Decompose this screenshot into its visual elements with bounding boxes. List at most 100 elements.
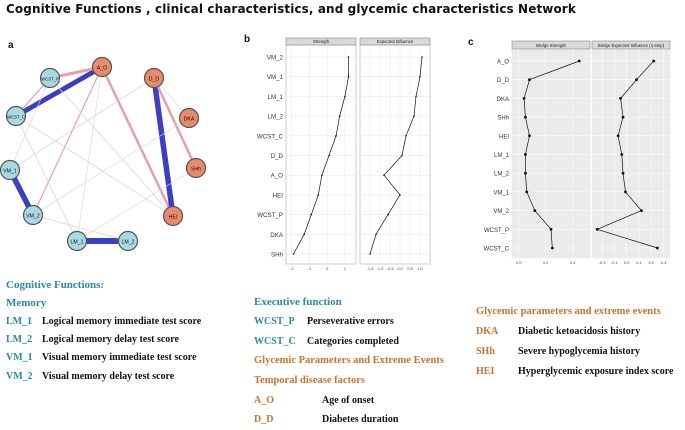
panel-a-label: a (8, 40, 14, 51)
network-node-hei: HEI (162, 205, 184, 227)
legend-desc: Visual memory immediate test score (42, 352, 197, 363)
legend-desc: Logical memory delay test score (42, 334, 179, 345)
network-graph: A_O D_D DKA SHh HEI LM_2 LM_1 VM_2 VM_1 WCST_C WCS… (0, 56, 207, 252)
node-circle (22, 204, 44, 226)
category-label: WCST_P (257, 212, 283, 219)
network-node-a_o: A_O (91, 56, 113, 78)
node-label: LM_1 (71, 239, 84, 245)
legend-desc: Diabetic ketoacidosis history (518, 326, 641, 337)
figure-title: Cognitive Functions , clinical character… (6, 2, 576, 16)
x-tick-label: 0.0 (624, 260, 630, 265)
node-label: SHh (191, 166, 201, 172)
x-tick-label: -1 (308, 266, 312, 271)
data-point (375, 233, 377, 236)
panel-b-label: b (244, 34, 251, 45)
data-point (621, 115, 625, 119)
facet-title: Strength (313, 39, 330, 44)
data-point (577, 59, 581, 63)
node-circle (39, 67, 61, 89)
data-point (387, 213, 389, 216)
node-label: DKA (184, 116, 195, 122)
network-node-wcstp: WCST_P (39, 67, 61, 89)
x-tick-label: 0.2 (648, 260, 654, 265)
data-point (620, 153, 624, 156)
legend-item-ao: A_O Age of onset (254, 395, 374, 406)
legend-memory-heading: Memory (6, 297, 47, 309)
category-label: LM_1 (268, 94, 284, 101)
category-label: WCST_C (257, 133, 284, 140)
facet-strip (359, 37, 431, 46)
category-label: D_D (497, 78, 510, 84)
network-node-lm2: LM_2 (117, 230, 139, 252)
category-label: VM_2 (267, 55, 284, 62)
legend-item-vm2: VM_2 Visual memory delay test score (6, 371, 174, 382)
data-point (338, 115, 341, 117)
legend-abbr: VM_1 (6, 352, 33, 363)
x-tick-label: 0.4 (570, 260, 576, 265)
data-point (616, 134, 620, 138)
data-point (524, 153, 527, 156)
data-point (528, 134, 531, 138)
facet-panel (359, 44, 431, 265)
network-edge (151, 75, 176, 219)
data-point (619, 97, 622, 100)
legend-executive-heading: Executive function (254, 296, 342, 308)
x-tick-label: -1.5 (367, 266, 375, 271)
legend-item-dd: D_D Diabetes duration (254, 414, 398, 425)
data-point (524, 115, 527, 119)
legend-desc: Categories completed (307, 336, 399, 347)
data-point (344, 95, 346, 98)
x-tick-label: 0.0 (397, 266, 403, 271)
network-edge (152, 76, 198, 170)
data-point (413, 115, 415, 117)
x-tick-label: 0.5 (407, 266, 413, 271)
legend-desc: Visual memory delay test score (42, 371, 175, 382)
legend-item-hei: HEI Hyperglycemic exposure index score (476, 366, 673, 377)
x-tick-label: -0.2 (599, 260, 607, 265)
legend-desc: Severe hypoglycemia history (518, 346, 641, 357)
data-point (399, 194, 401, 196)
legend-abbr: WCST_C (254, 336, 296, 347)
network-node-vm2: VM_2 (22, 204, 44, 226)
network-edge (15, 115, 174, 217)
data-point (321, 174, 323, 176)
x-tick-label: 1.0 (417, 266, 423, 271)
legend-glycemic-heading: Glycemic Parameters and Extreme Events (254, 355, 444, 366)
facet-title: Bridge Strength (536, 43, 566, 48)
x-tick-label: -0.5 (387, 266, 395, 271)
legend-abbr: SHh (476, 346, 495, 357)
legend-temporal-heading: Temporal disease factors (254, 375, 366, 386)
facet-panel (511, 48, 591, 259)
legend-desc: Hyperglycemic exposure index score (518, 366, 674, 377)
facet-strip (511, 40, 591, 50)
legend-cognitive-heading: Cognitive Functions: (6, 279, 105, 291)
node-label: WCST_C (7, 114, 25, 119)
x-tick-label: 0 (326, 266, 329, 271)
category-label: VM_2 (493, 209, 509, 215)
network-edge (13, 64, 105, 119)
data-point (419, 75, 421, 78)
data-point (656, 246, 659, 250)
network-edge (100, 65, 175, 218)
data-point (335, 135, 337, 137)
legend-item-wcstc: WCST_C Categories completed (254, 336, 399, 347)
category-label: DKA (497, 97, 509, 103)
facet-panel (285, 44, 357, 265)
category-label: LM_2 (268, 114, 284, 121)
legend-item-wcstp: WCST_P Perseverative errors (254, 316, 394, 327)
network-edge (49, 77, 174, 217)
legend-desc: Age of onset (322, 395, 375, 406)
node-label: HEI (169, 214, 178, 220)
legend-abbr: A_O (254, 395, 274, 406)
data-point (347, 75, 350, 78)
network-node-vm1: VM_1 (0, 159, 21, 181)
category-label: WCST_P (484, 228, 509, 234)
legend-glycemic-events-heading: Glycemic parameters and extreme events (476, 306, 661, 317)
legend-desc: Perseverative errors (307, 316, 394, 327)
data-point (347, 56, 350, 58)
facet-title: Expected Influence (377, 39, 414, 44)
network-edge (9, 77, 51, 171)
data-point (621, 171, 625, 175)
network-edge (9, 77, 155, 171)
network-edge (76, 66, 103, 242)
